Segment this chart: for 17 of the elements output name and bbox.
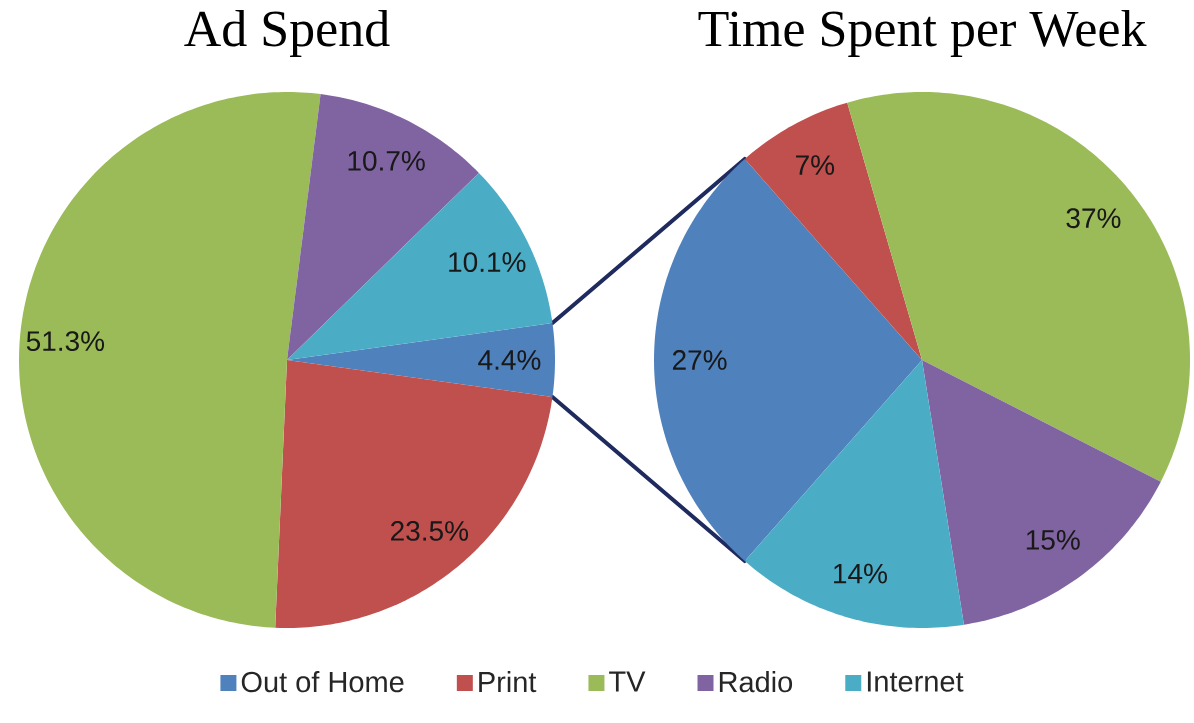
data-label: 27%: [672, 350, 727, 370]
data-label: 23.5%: [391, 521, 469, 541]
chart-title: Ad Spend: [184, 9, 390, 58]
chart-title: Time Spent per Week: [698, 9, 1147, 58]
data-label: 4.4%: [478, 350, 541, 370]
data-label: 14%: [834, 563, 887, 584]
legend-label: TV: [609, 671, 646, 692]
legend-label: Radio: [719, 670, 793, 693]
data-label: 15%: [1026, 530, 1080, 550]
data-label: 51.3%: [26, 331, 105, 352]
data-label: 10.1%: [449, 252, 526, 273]
data-label: 7%: [796, 155, 835, 175]
legend-label: Print: [479, 670, 537, 693]
legend-label: Internet: [867, 671, 964, 692]
data-label: 37%: [1066, 208, 1121, 229]
legend-label: Out of Home: [241, 671, 404, 693]
data-label: 10.7%: [348, 150, 425, 171]
